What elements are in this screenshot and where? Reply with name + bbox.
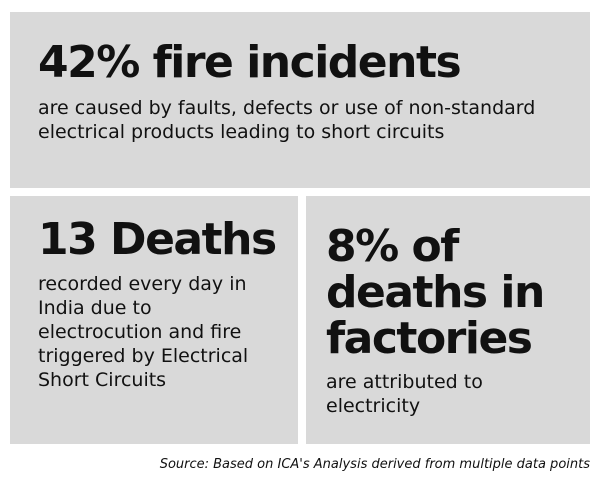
- factory-deaths-description: are attributed to electricity: [326, 371, 483, 417]
- fire-incidents-panel: 42% fire incidents are caused by faults,…: [10, 12, 590, 188]
- fire-incidents-headline: 42% fire incidents: [38, 37, 462, 88]
- factory-deaths-headline: 8% of deaths in factories: [326, 221, 545, 364]
- daily-deaths-headline: 13 Deaths: [38, 214, 277, 265]
- fire-incidents-description: are caused by faults, defects or use of …: [38, 97, 536, 143]
- factory-deaths-panel: 8% of deaths in factories are attributed…: [306, 196, 590, 444]
- daily-deaths-description: recorded every day in India due to elect…: [38, 273, 249, 391]
- source-note: Source: Based on ICA's Analysis derived …: [159, 457, 590, 472]
- daily-deaths-panel: 13 Deaths recorded every day in India du…: [10, 196, 298, 444]
